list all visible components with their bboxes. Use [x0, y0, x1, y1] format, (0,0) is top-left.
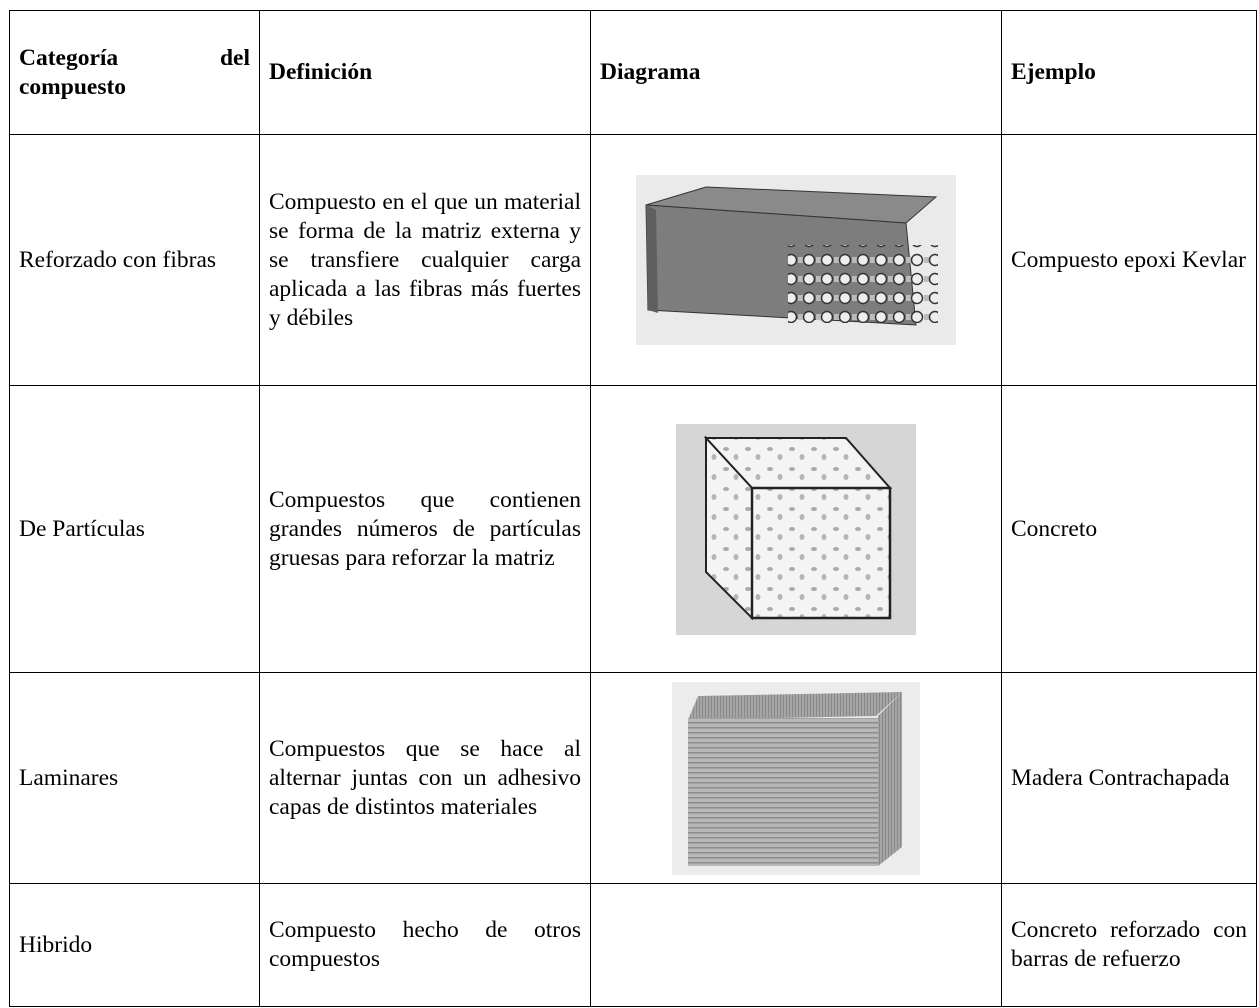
composites-table: Categoría del compuesto Definición Diagr…: [9, 10, 1257, 1007]
example-cell: Concreto reforzado con barras de refuerz…: [1001, 883, 1257, 1007]
diagram-cell: [590, 134, 1002, 386]
row: Reforzado con fibras Compuesto en el que…: [9, 134, 1257, 386]
category-cell: De Partículas: [9, 385, 260, 673]
diagram-cell: [590, 672, 1002, 884]
particle-diagram: [676, 423, 916, 635]
category-cell: Laminares: [9, 672, 260, 884]
row: Laminares Compuestos que se hace al alte…: [9, 672, 1257, 884]
example-cell: Compuesto epoxi Kevlar: [1001, 134, 1257, 386]
header-cell: Diagrama: [590, 10, 1002, 135]
fiber-diagram: [636, 175, 956, 345]
diagram-cell: [590, 385, 1002, 673]
category-cell: Reforzado con fibras: [9, 134, 260, 386]
definition-cell: Compuestos que contienen grandes números…: [259, 385, 591, 673]
laminate-diagram: [672, 681, 920, 875]
category-cell: Hibrido: [9, 883, 260, 1007]
definition-cell: Compuestos que se hace al alternar junta…: [259, 672, 591, 884]
diagram-cell: [590, 883, 1002, 1007]
row: Hibrido Compuesto hecho de otros compues…: [9, 883, 1257, 1007]
header-cell: Ejemplo: [1001, 10, 1257, 135]
example-cell: Concreto: [1001, 385, 1257, 673]
example-cell: Madera Contrachapada: [1001, 672, 1257, 884]
header-cell: Categoría del compuesto: [9, 10, 260, 135]
definition-cell: Compuesto en el que un material se forma…: [259, 134, 591, 386]
definition-cell: Compuesto hecho de otros compuestos: [259, 883, 591, 1007]
header-row: Categoría del compuesto Definición Diagr…: [9, 10, 1257, 135]
row: De Partículas Compuestos que contienen g…: [9, 385, 1257, 673]
header-cell: Definición: [259, 10, 591, 135]
